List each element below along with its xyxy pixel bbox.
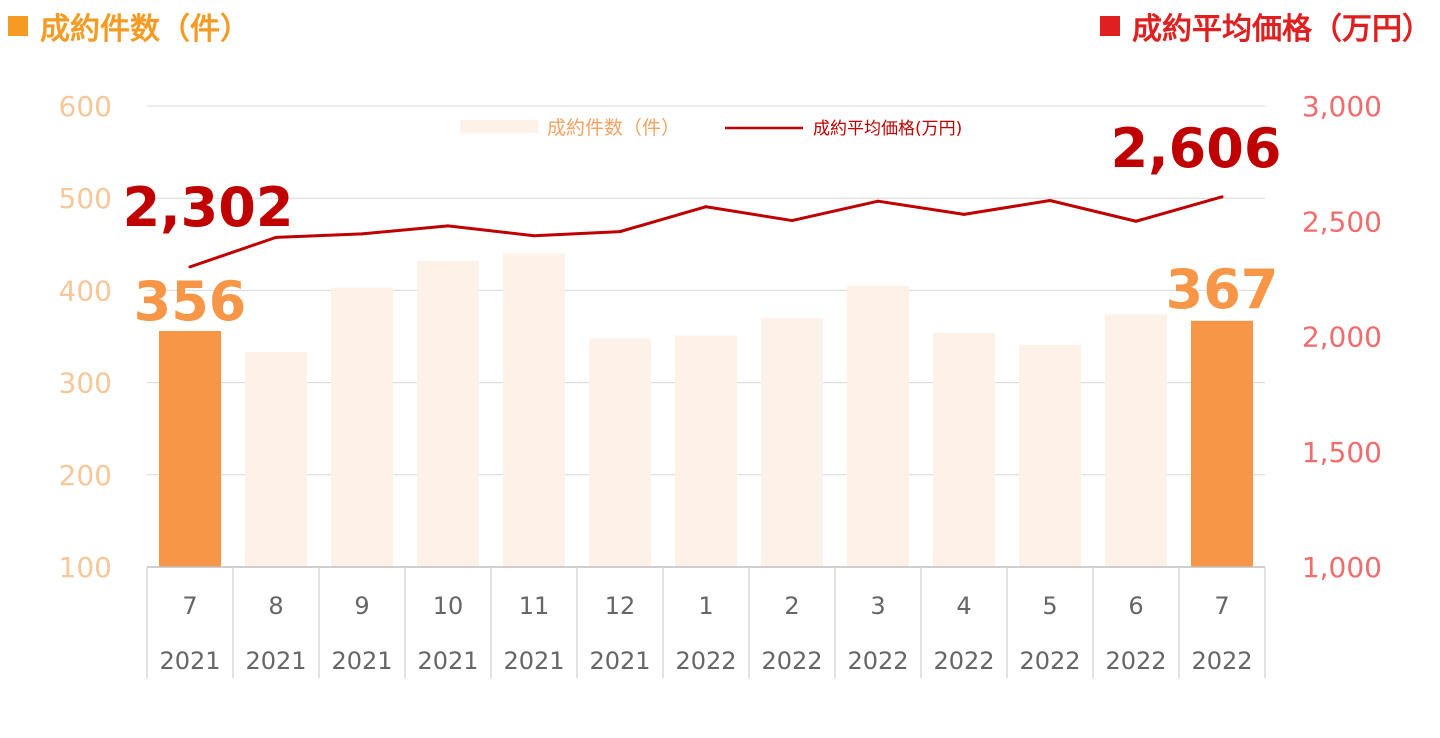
month-tick-label: 4 [956,592,971,620]
left-title-text: 成約件数（件） [40,12,250,47]
line-point [704,205,708,209]
line-point [1220,195,1224,199]
annotations: 356 367 2,302 2,606 [123,117,1282,333]
category-axis: 7 2021 8 2021 9 2021 10 2021 11 2021 12 2021 1 2022 2 2… [146,566,1266,678]
year-tick-label: 2022 [761,647,822,675]
line-point [962,212,966,216]
bar [847,285,909,567]
legend-bar-swatch [460,120,538,133]
bar [933,332,995,567]
bar [1105,314,1167,567]
left-tick-label: 500 [59,182,112,215]
last-line-annotation: 2,606 [1111,117,1282,180]
right-tick-label: 3,000 [1302,90,1382,123]
left-title-square-icon [8,16,28,36]
first-bar-annotation: 356 [134,270,247,333]
right-tick-label: 1,000 [1302,551,1382,584]
year-tick-label: 2021 [503,647,564,675]
last-bar-annotation: 367 [1166,258,1279,321]
right-title-text: 成約平均価格（万円） [1132,12,1432,47]
month-tick-label: 12 [605,592,636,620]
year-tick-label: 2022 [933,647,994,675]
line-point [1134,219,1138,223]
month-tick-label: 6 [1128,592,1143,620]
left-axis-title: 成約件数（件） [8,4,250,48]
year-tick-label: 2021 [159,647,220,675]
line-point [446,224,450,228]
line-point [360,232,364,236]
first-line-annotation: 2,302 [123,176,294,239]
bar [159,330,221,567]
bar [761,318,823,567]
month-tick-label: 7 [182,592,197,620]
right-tick-label: 2,000 [1302,321,1382,354]
month-tick-label: 11 [519,592,550,620]
year-tick-label: 2022 [1019,647,1080,675]
year-tick-label: 2022 [675,647,736,675]
month-tick-label: 5 [1042,592,1057,620]
bar [1019,344,1081,567]
line-point [1048,199,1052,203]
left-tick-label: 100 [59,551,112,584]
bar [417,260,479,567]
line-point [876,199,880,203]
line-point [790,219,794,223]
month-tick-label: 9 [354,592,369,620]
bar [245,352,307,567]
year-tick-label: 2022 [847,647,908,675]
right-tick-label: 1,500 [1302,436,1382,469]
year-tick-label: 2021 [245,647,306,675]
year-tick-label: 2022 [1105,647,1166,675]
month-tick-label: 2 [784,592,799,620]
year-tick-label: 2022 [1191,647,1252,675]
month-tick-label: 7 [1214,592,1229,620]
line-point [532,234,536,238]
right-tick-label: 2,500 [1302,205,1382,238]
month-tick-label: 1 [698,592,713,620]
bar [1191,320,1253,567]
right-axis-title: 成約平均価格（万円） [1100,4,1432,48]
bar [503,253,565,567]
left-axis-ticks: 600 500 400 300 200 100 [59,90,112,584]
legend-bar-label: 成約件数（件） [547,117,680,139]
left-tick-label: 300 [59,367,112,400]
line-point [274,235,278,239]
month-tick-label: 3 [870,592,885,620]
right-axis-ticks: 3,000 2,500 2,000 1,500 1,000 [1302,90,1382,584]
right-title-square-icon [1100,16,1120,36]
year-tick-label: 2021 [417,647,478,675]
line-point [188,265,192,269]
line-point [618,230,622,234]
year-tick-label: 2021 [589,647,650,675]
legend: 成約件数（件） 成約平均価格(万円) [460,117,962,139]
year-tick-label: 2021 [331,647,392,675]
legend-line-label: 成約平均価格(万円) [813,119,962,139]
bar [675,335,737,567]
left-tick-label: 200 [59,459,112,492]
left-tick-label: 400 [59,274,112,307]
month-tick-label: 10 [433,592,464,620]
bar [589,338,651,567]
left-tick-label: 600 [59,90,112,123]
month-tick-label: 8 [268,592,283,620]
bar-series [159,253,1253,567]
bar [331,287,393,567]
line-series [188,195,1224,269]
